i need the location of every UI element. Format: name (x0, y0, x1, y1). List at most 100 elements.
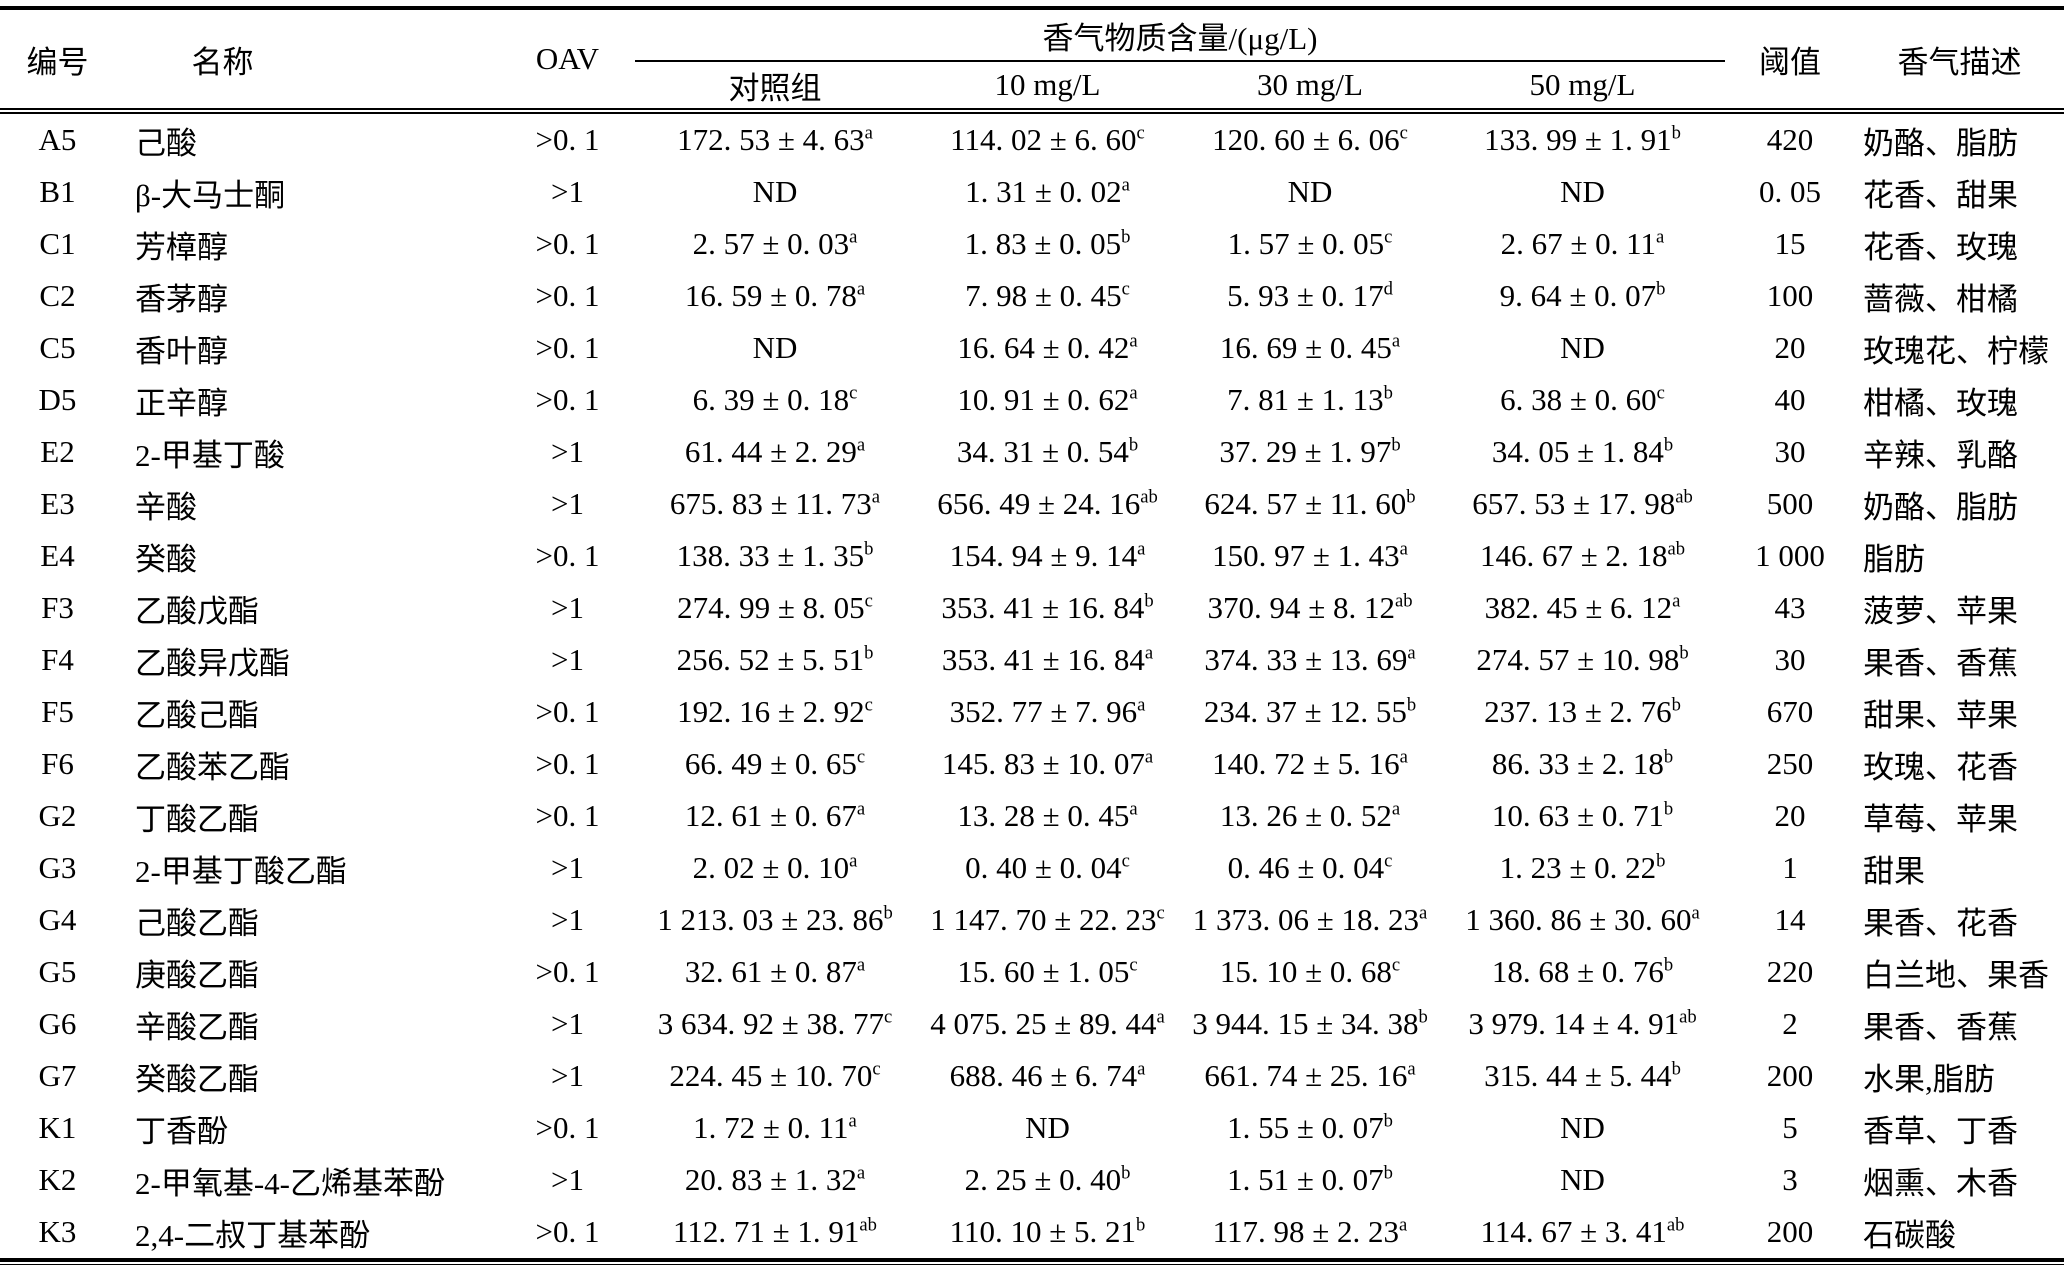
row-description: 奶酪、脂肪 (1863, 489, 2018, 525)
row-oav: >0. 1 (535, 330, 600, 365)
row-threshold: 30 (1774, 434, 1806, 469)
table-row: E2 2-甲基丁酸 >1 61. 44 ± 2. 29a 34. 31 ± 0. 54b… (0, 426, 2064, 478)
value-text: 1. 72 ± 0. 11 (693, 1110, 849, 1145)
significance-letter: c (1121, 278, 1130, 300)
row-code: F5 (41, 694, 74, 729)
significance-letter: b (1406, 694, 1417, 716)
value-text: ND (752, 174, 798, 209)
table-row: B1 β-大马士酮 >1 ND 1. 31 ± 0. 02a ND ND 0. 05 花香、甜果 (0, 166, 2064, 218)
value-text: 374. 33 ± 13. 69 (1204, 642, 1408, 677)
row-name: 乙酸苯乙酯 (135, 749, 290, 785)
row-value: 154. 94 ± 9. 14a (915, 530, 1180, 582)
significance-letter: b (1128, 434, 1139, 456)
significance-letter: a (1399, 746, 1408, 768)
row-value: 10. 63 ± 0. 71b (1440, 790, 1725, 842)
value-text: 110. 10 ± 5. 21 (949, 1214, 1137, 1249)
significance-letter: a (1672, 590, 1681, 612)
row-value: 382. 45 ± 6. 12a (1440, 582, 1725, 634)
row-value: 3 944. 15 ± 34. 38b (1180, 998, 1440, 1050)
significance-letter: ab (1667, 538, 1686, 560)
significance-letter: c (872, 1058, 881, 1080)
value-text: 20. 83 ± 1. 32 (684, 1162, 857, 1197)
row-oav: >0. 1 (535, 694, 600, 729)
header-threshold: 阈值 (1725, 8, 1855, 114)
row-value: 656. 49 ± 24. 16ab (915, 478, 1180, 530)
row-value: 315. 44 ± 5. 44b (1440, 1050, 1725, 1102)
row-value: 657. 53 ± 17. 98ab (1440, 478, 1725, 530)
header-50mgL: 50 mg/L (1440, 61, 1725, 114)
row-value: 16. 69 ± 0. 45a (1180, 322, 1440, 374)
value-text: 15. 10 ± 0. 68 (1219, 954, 1392, 989)
row-value: 2. 02 ± 0. 10a (635, 842, 915, 894)
row-name: 2,4-二叔丁基苯酚 (135, 1217, 371, 1253)
value-text: 657. 53 ± 17. 98 (1472, 486, 1676, 521)
row-value: 237. 13 ± 2. 76b (1440, 686, 1725, 738)
value-text: 12. 61 ± 0. 67 (684, 798, 857, 833)
value-text: 120. 60 ± 6. 06 (1212, 122, 1400, 157)
value-text: 112. 71 ± 1. 91 (673, 1214, 860, 1249)
value-text: 315. 44 ± 5. 44 (1484, 1058, 1672, 1093)
significance-letter: ab (1666, 1214, 1685, 1236)
row-code: G4 (38, 902, 77, 937)
header-control-group: 对照组 (635, 61, 915, 114)
significance-letter: b (1671, 694, 1681, 716)
table-row: D5 正辛醇 >0. 1 6. 39 ± 0. 18c 10. 91 ± 0. 62a 7… (0, 374, 2064, 426)
significance-letter: a (1156, 1006, 1165, 1028)
row-name: 2-甲氧基-4-乙烯基苯酚 (135, 1165, 445, 1201)
significance-letter: ab (859, 1214, 877, 1236)
significance-letter: c (1129, 954, 1138, 976)
row-value: 112. 71 ± 1. 91ab (635, 1206, 915, 1260)
value-text: 661. 74 ± 25. 16 (1204, 1058, 1408, 1093)
significance-letter: b (1406, 486, 1416, 508)
row-oav: >0. 1 (535, 1214, 600, 1249)
row-value: 374. 33 ± 13. 69a (1180, 634, 1440, 686)
row-value: 10. 91 ± 0. 62a (915, 374, 1180, 426)
significance-letter: b (1663, 434, 1674, 456)
table-row: C5 香叶醇 >0. 1 ND 16. 64 ± 0. 42a 16. 69 ± 0. 4… (0, 322, 2064, 374)
significance-letter: b (1121, 1162, 1131, 1184)
value-text: 3 979. 14 ± 4. 91 (1468, 1006, 1680, 1041)
row-oav: >1 (551, 902, 584, 937)
row-value: 0. 46 ± 0. 04c (1180, 842, 1440, 894)
row-code: G7 (38, 1058, 77, 1093)
value-text: 4 075. 25 ± 89. 44 (930, 1006, 1157, 1041)
row-description: 蔷薇、柑橘 (1863, 281, 2018, 317)
row-oav: >0. 1 (535, 798, 600, 833)
value-text: 0. 40 ± 0. 04 (965, 850, 1122, 885)
row-code: G3 (38, 850, 77, 885)
significance-letter: a (1137, 1058, 1146, 1080)
aroma-compounds-table: 编号 名称 OAV 香气物质含量/(μg/L) 阈值 香气描述 对照组 10 m… (0, 6, 2064, 1262)
row-name: 芳樟醇 (135, 229, 228, 265)
significance-letter: b (1663, 954, 1674, 976)
significance-letter: a (1407, 1058, 1416, 1080)
row-oav: >0. 1 (535, 1110, 600, 1145)
row-value: 234. 37 ± 12. 55b (1180, 686, 1440, 738)
significance-letter: a (1121, 174, 1130, 196)
value-text: 10. 63 ± 0. 71 (1491, 798, 1664, 833)
row-threshold: 1 (1782, 850, 1798, 885)
table-body: A5 己酸 >0. 1 172. 53 ± 4. 63a 114. 02 ± 6. 60… (0, 111, 2064, 1260)
value-text: 1 147. 70 ± 22. 23 (930, 902, 1157, 937)
significance-letter: b (1656, 850, 1666, 872)
value-text: 114. 67 ± 3. 41 (1480, 1214, 1667, 1249)
value-text: 16. 64 ± 0. 42 (957, 330, 1130, 365)
value-text: 133. 99 ± 1. 91 (1484, 122, 1672, 157)
row-threshold: 5 (1782, 1110, 1798, 1145)
row-value: 140. 72 ± 5. 16a (1180, 738, 1440, 790)
value-text: 6. 38 ± 0. 60 (1500, 382, 1657, 417)
row-value: 16. 64 ± 0. 42a (915, 322, 1180, 374)
table-row: G3 2-甲基丁酸乙酯 >1 2. 02 ± 0. 10a 0. 40 ± 0. 04c… (0, 842, 2064, 894)
header-description: 香气描述 (1855, 8, 2064, 114)
row-oav: >1 (551, 1058, 584, 1093)
row-name: 辛酸乙酯 (135, 1009, 259, 1045)
row-value: 110. 10 ± 5. 21b (915, 1206, 1180, 1260)
row-name: 庚酸乙酯 (135, 957, 259, 993)
significance-letter: a (856, 1162, 866, 1184)
value-text: 15. 60 ± 1. 05 (957, 954, 1130, 989)
value-text: 138. 33 ± 1. 35 (676, 538, 865, 573)
value-text: 224. 45 ± 10. 70 (669, 1058, 873, 1093)
row-name: 丁酸乙酯 (135, 801, 259, 837)
row-name: 2-甲基丁酸 (135, 437, 285, 473)
row-value: 1. 55 ± 0. 07b (1180, 1102, 1440, 1154)
row-value: 61. 44 ± 2. 29a (635, 426, 915, 478)
